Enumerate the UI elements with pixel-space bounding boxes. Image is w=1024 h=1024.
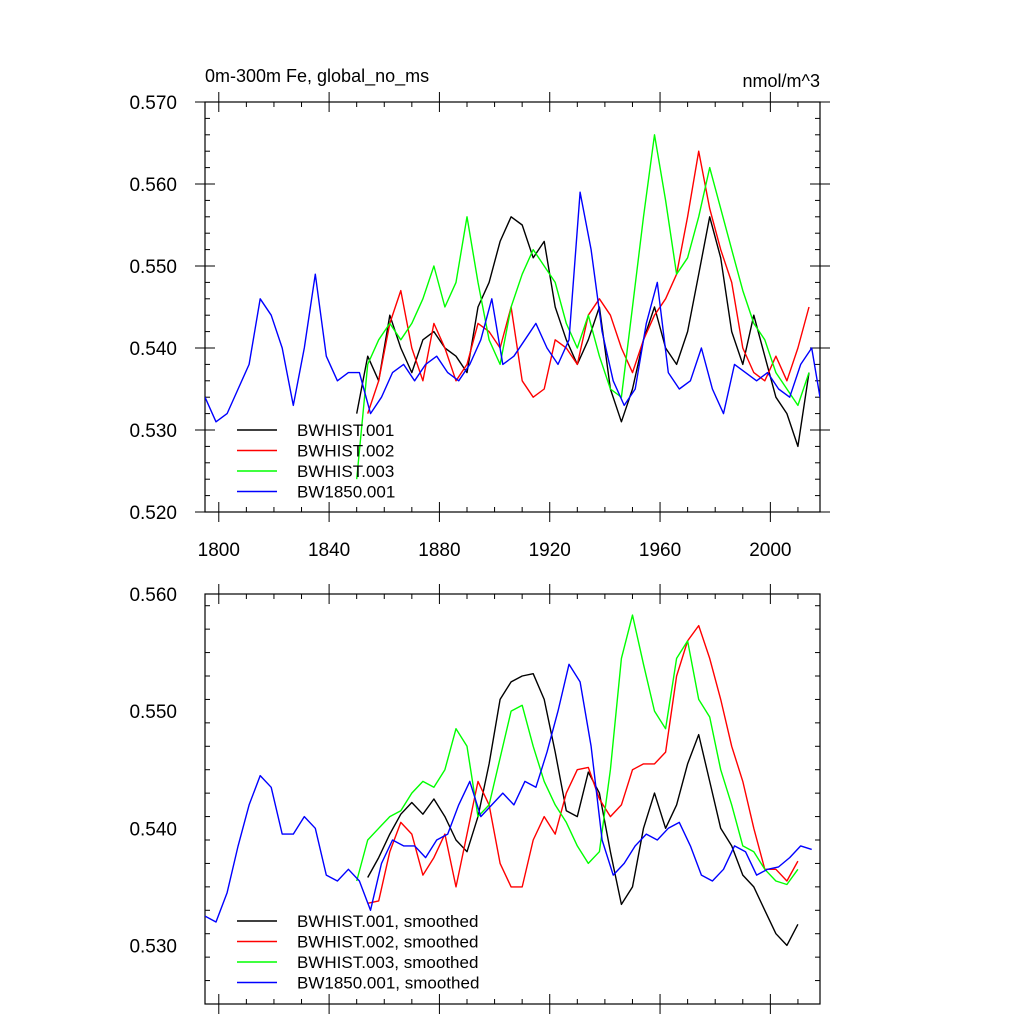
y-tick-label: 0.530: [129, 936, 177, 957]
y-tick-label: 0.530: [129, 421, 177, 442]
legend-label: BWHIST.003: [297, 462, 394, 481]
x-tick-label: 1960: [639, 540, 681, 561]
top-panel: 0m-300m Fe, global_no_ms nmol/m^3 1800 18…: [129, 66, 830, 561]
y-tick-label: 0.560: [129, 175, 177, 196]
y-tick-label: 0.540: [129, 819, 177, 840]
x-tick-label: 1920: [529, 540, 571, 561]
y-tick-label: 0.550: [129, 257, 177, 278]
x-tick-label: 1800: [198, 540, 240, 561]
x-tick-label: 2000: [749, 540, 791, 561]
series-line-bw1850-001-smoothed: [205, 663, 812, 923]
legend-label: BWHIST.001: [297, 421, 394, 440]
y-tick-label: 0.520: [129, 503, 177, 524]
legend-label: BW1850.001, smoothed: [297, 974, 479, 993]
legend-label: BWHIST.003, smoothed: [297, 953, 478, 972]
series-line-bw1850-001: [205, 191, 820, 423]
bottom-panel: 0.530 0.540 0.550 0.560 BWHIST.001, smoothed…: [129, 584, 821, 1014]
y-tick-label: 0.570: [129, 93, 177, 114]
y-tick-label: 0.550: [129, 702, 177, 723]
legend-label: BWHIST.002: [297, 442, 394, 461]
series-line-bwhist-001-smoothed: [367, 673, 799, 947]
plot-frame: [204, 593, 821, 1005]
series-line-bwhist-002-smoothed: [367, 624, 799, 904]
series-line-bwhist-003-smoothed: [356, 614, 799, 886]
y-tick-label: 0.560: [129, 585, 177, 606]
y-tick-label: 0.540: [129, 339, 177, 360]
series-line-bwhist-003: [356, 134, 810, 480]
panel-title-right: nmol/m^3: [743, 71, 820, 91]
plot-frame: [204, 101, 821, 513]
legend-label: BWHIST.001, smoothed: [297, 912, 478, 931]
legend-label: BWHIST.002, smoothed: [297, 933, 478, 952]
x-tick-label: 1840: [308, 540, 350, 561]
legend-label: BW1850.001: [297, 483, 395, 502]
panel-title-left: 0m-300m Fe, global_no_ms: [205, 66, 429, 87]
x-tick-label: 1880: [418, 540, 460, 561]
series-line-bwhist-002: [367, 150, 810, 414]
